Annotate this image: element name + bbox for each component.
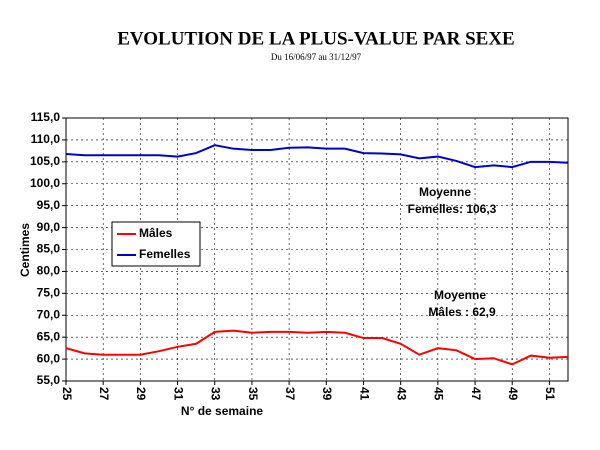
y-tick-label: 75,0 xyxy=(37,286,61,300)
x-axis-label: N° de semaine xyxy=(181,404,263,418)
legend-label: Femelles xyxy=(139,247,191,261)
y-tick-label: 80,0 xyxy=(37,264,61,278)
x-tick-label: 31 xyxy=(171,387,185,401)
annotation: Moyenne xyxy=(434,288,486,302)
x-tick-label: 25 xyxy=(60,387,74,401)
chart-subtitle: Du 16/06/97 au 31/12/97 xyxy=(271,52,362,62)
y-tick-label: 70,0 xyxy=(37,307,61,321)
y-tick-label: 115,0 xyxy=(31,110,61,124)
y-tick-label: 60,0 xyxy=(37,351,61,365)
x-tick-label: 49 xyxy=(506,387,520,401)
y-tick-label: 65,0 xyxy=(37,329,61,343)
x-tick-label: 45 xyxy=(432,387,446,401)
x-tick-label: 29 xyxy=(134,387,148,401)
legend-box xyxy=(111,221,201,267)
y-tick-label: 100,0 xyxy=(30,176,60,190)
chart-title: EVOLUTION DE LA PLUS-VALUE PAR SEXE xyxy=(117,28,514,49)
annotation: Mâles : 62,9 xyxy=(428,305,496,319)
y-tick-label: 55,0 xyxy=(37,373,61,387)
plot-frame xyxy=(65,117,569,382)
x-tick-label: 43 xyxy=(394,387,408,401)
y-axis-label: Centimes xyxy=(18,223,32,277)
x-tick-label: 47 xyxy=(469,387,483,401)
x-tick-label: 41 xyxy=(357,387,371,401)
y-tick-label: 95,0 xyxy=(37,198,61,212)
series-line xyxy=(65,329,569,366)
annotation: Femelles: 106,3 xyxy=(408,202,497,216)
y-tick-label: 110,0 xyxy=(31,132,61,146)
x-tick-label: 33 xyxy=(209,387,223,401)
legend-label: Mâles xyxy=(139,226,173,240)
x-tick-label: 35 xyxy=(246,387,260,401)
y-tick-label: 90,0 xyxy=(37,220,61,234)
legend: Mâles Femelles xyxy=(111,221,201,267)
x-tick-label: 51 xyxy=(543,387,557,401)
x-tick-label: 27 xyxy=(97,387,111,401)
y-tick-label: 105,0 xyxy=(30,154,60,168)
annotation: Moyenne xyxy=(419,185,471,199)
x-tick-label: 37 xyxy=(283,387,297,401)
x-tick-label: 39 xyxy=(320,387,334,401)
y-tick-label: 85,0 xyxy=(37,242,61,256)
series-line xyxy=(65,144,569,169)
